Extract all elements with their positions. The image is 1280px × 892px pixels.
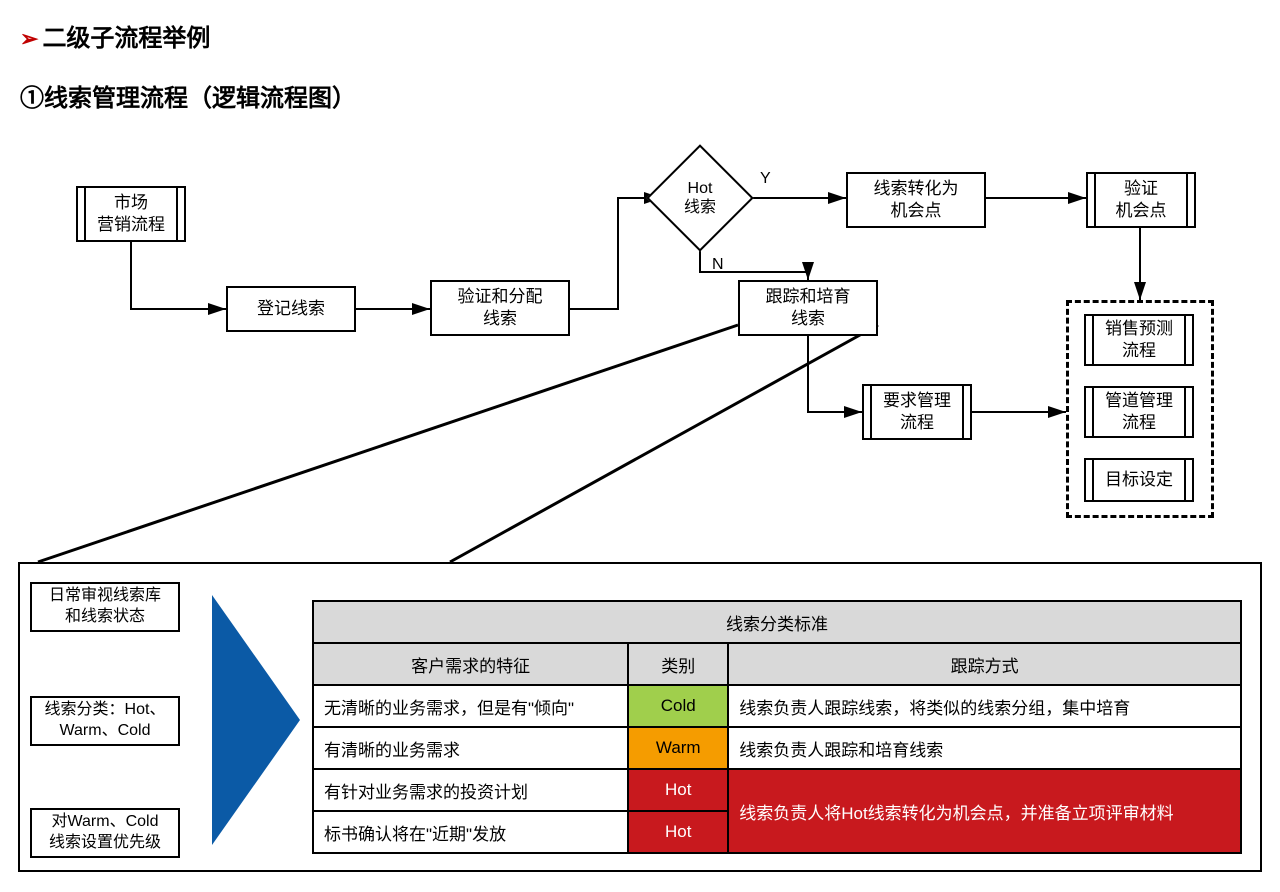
classification-table: 线索分类标准客户需求的特征类别跟踪方式无清晰的业务需求，但是有"倾向"Cold线… [312,600,1242,854]
node-n_register: 登记线索 [226,286,356,332]
node-n_verify: 验证 机会点 [1086,172,1196,228]
table-title: 线索分类标准 [313,601,1241,643]
edge-label: Y [760,170,771,188]
edge-label: N [712,256,724,274]
node-n_follow: 跟踪和培育 线索 [738,280,878,336]
subnode-s3: 对Warm、Cold 线索设置优先级 [30,808,180,858]
subnode-s2: 线索分类：Hot、 Warm、Cold [30,696,180,746]
node-n_convert: 线索转化为 机会点 [846,172,986,228]
table-header: 跟踪方式 [728,643,1241,685]
node-n_validate: 验证和分配 线索 [430,280,570,336]
arrow-icon: ➢ [20,26,38,51]
node-n_marketing: 市场 营销流程 [76,186,186,242]
decision-n_decision: Hot 线索 [646,144,753,251]
page-title-2: ①线索管理流程（逻辑流程图） [20,78,356,113]
title1-text: 二级子流程举例 [42,25,210,52]
table-header: 类别 [628,643,728,685]
table-row: 有针对业务需求的投资计划Hot线索负责人将Hot线索转化为机会点，并准备立项评审… [313,769,1241,811]
dashed-group [1066,300,1214,518]
table-header: 客户需求的特征 [313,643,628,685]
page-title-1: ➢二级子流程举例 [20,18,210,53]
pointer-triangle [212,595,300,845]
table-row: 无清晰的业务需求，但是有"倾向"Cold线索负责人跟踪线索，将类似的线索分组，集… [313,685,1241,727]
table-row: 有清晰的业务需求Warm线索负责人跟踪和培育线索 [313,727,1241,769]
node-n_demand: 要求管理 流程 [862,384,972,440]
title2-text: ①线索管理流程（逻辑流程图） [20,85,356,112]
subnode-s1: 日常审视线索库 和线索状态 [30,582,180,632]
